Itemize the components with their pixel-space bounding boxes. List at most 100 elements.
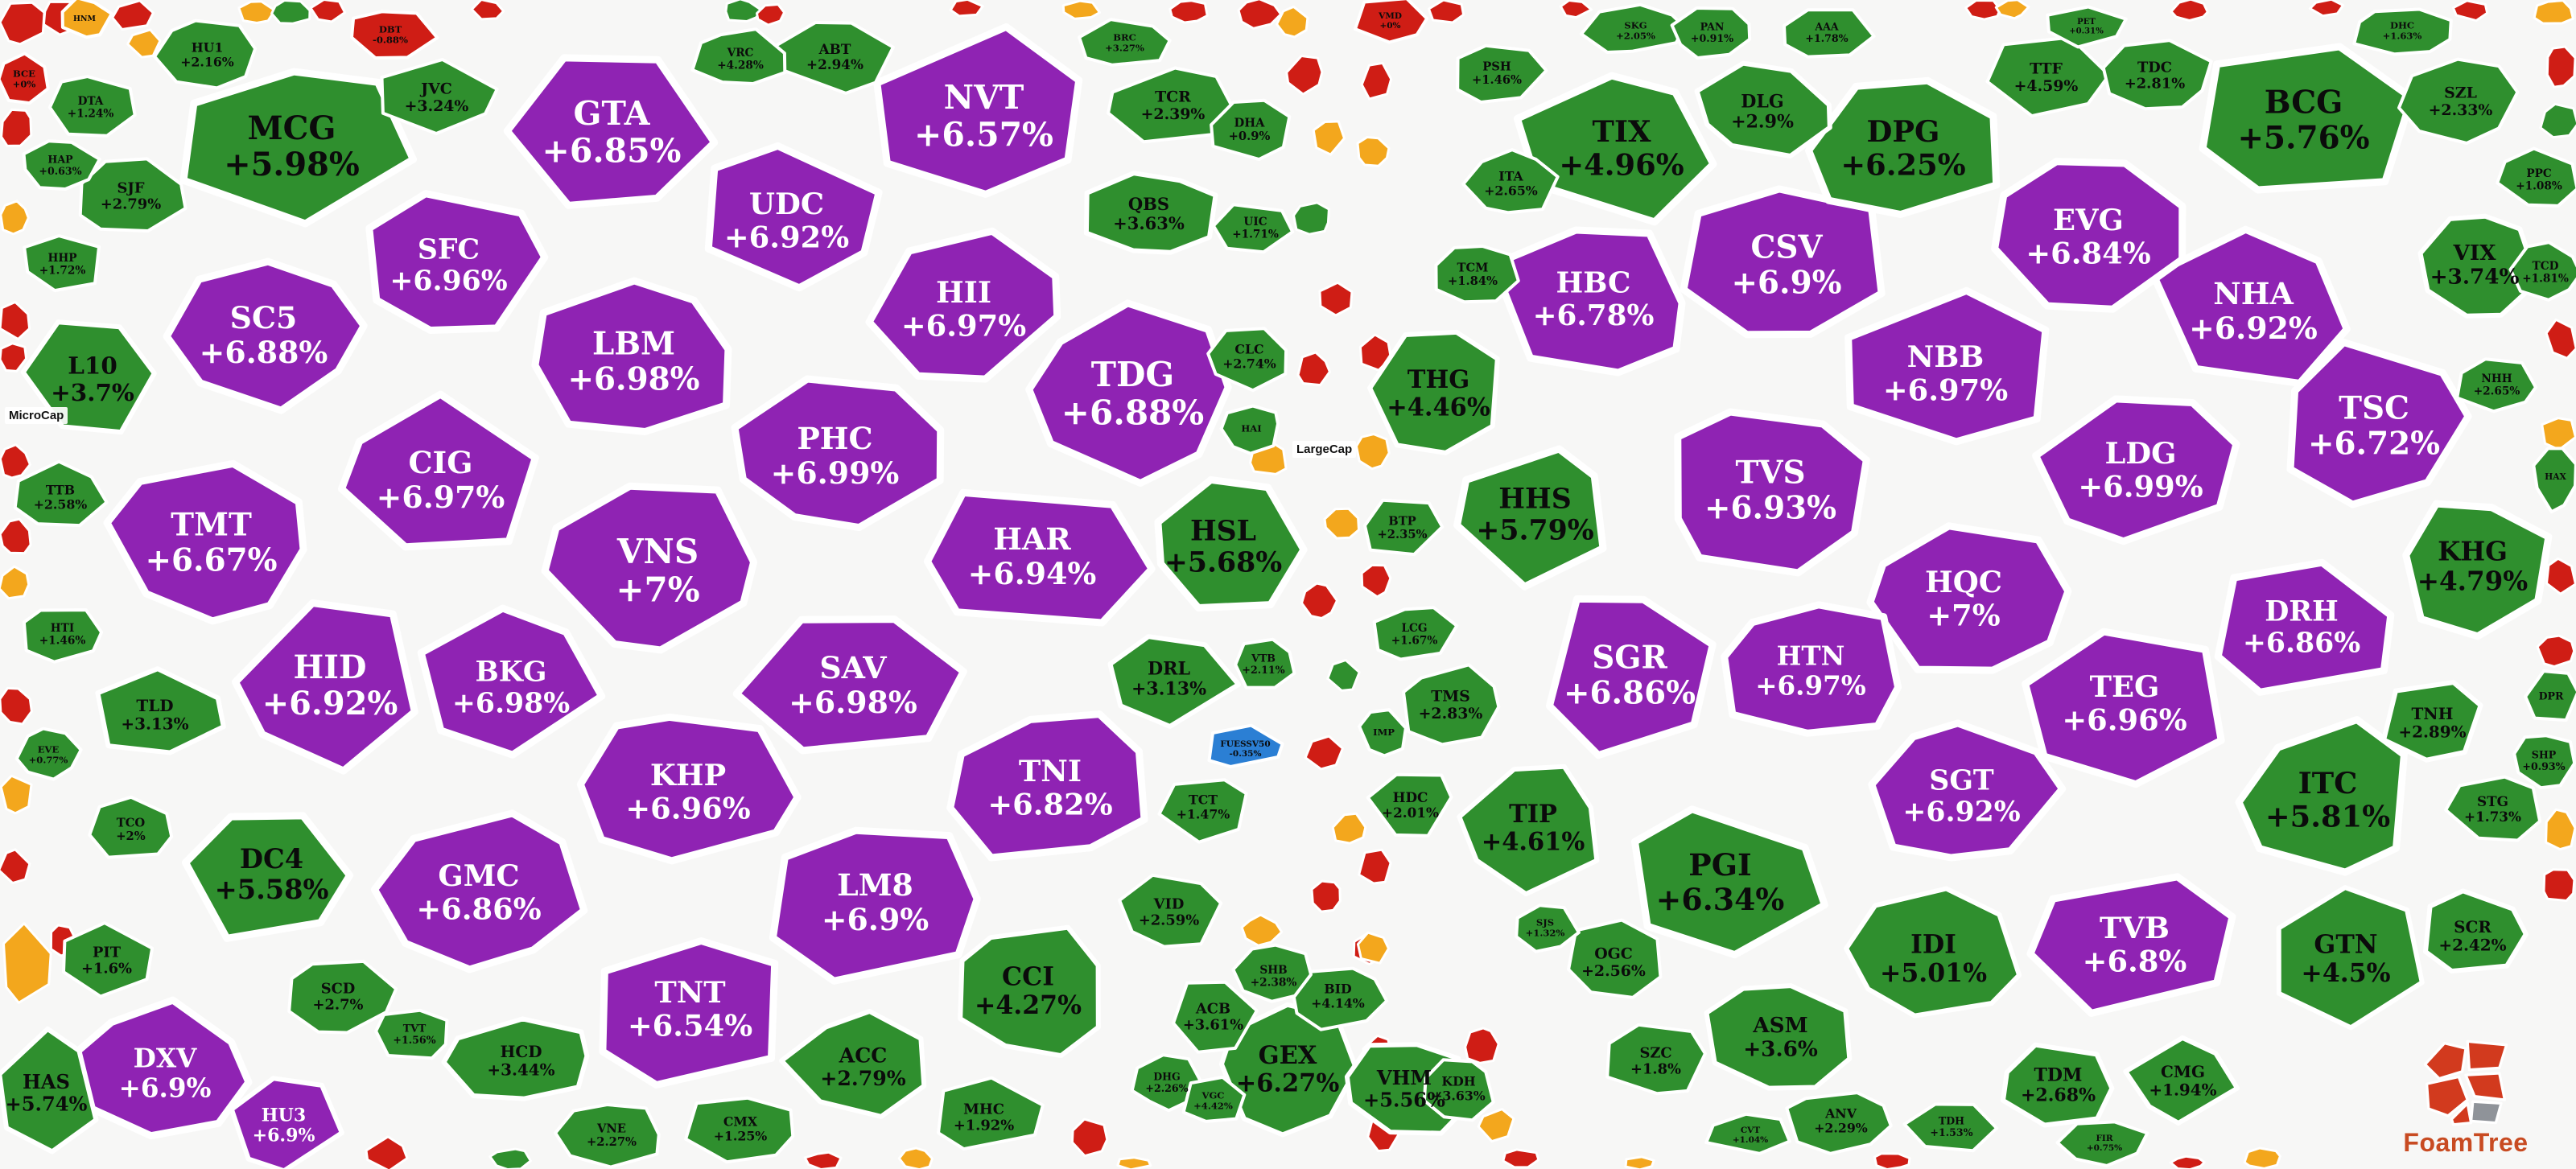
cell-CMX[interactable] (684, 1096, 795, 1164)
cell-HHP[interactable] (23, 234, 101, 293)
cell-SCD[interactable] (287, 959, 398, 1035)
cell-CMG[interactable] (2123, 1035, 2240, 1126)
cell-TIP[interactable] (1457, 764, 1600, 897)
cell-FIR[interactable] (2055, 1120, 2149, 1167)
cell-UIC[interactable] (1211, 203, 1295, 254)
cell-DXV[interactable] (68, 996, 253, 1140)
cell-OGC[interactable] (1567, 918, 1663, 999)
cell-TDG[interactable] (1025, 299, 1232, 487)
cell-GMC[interactable] (370, 809, 588, 973)
cell-TCR[interactable] (1107, 66, 1238, 144)
cell-HII[interactable] (865, 227, 1061, 383)
cell-VMD[interactable] (1354, 0, 1429, 44)
cell-HAS[interactable] (0, 1026, 99, 1155)
cell-PIT[interactable] (62, 921, 155, 998)
cell-LDG[interactable] (2032, 395, 2240, 545)
cell-VRC[interactable] (690, 27, 787, 85)
cell-CVT[interactable] (1704, 1112, 1791, 1155)
cell-VGC[interactable] (1181, 1075, 1247, 1123)
cell-NVT[interactable] (873, 23, 1083, 198)
cell-ITA[interactable] (1461, 148, 1560, 215)
cell-HAR[interactable] (923, 488, 1156, 627)
cell-SGR[interactable] (1545, 595, 1717, 759)
cell-HU3[interactable] (229, 1076, 344, 1169)
cell-IDI[interactable] (1844, 886, 2022, 1019)
cell-TTF[interactable] (1985, 35, 2111, 118)
cell-TMS[interactable] (1402, 663, 1501, 747)
cell-ACB[interactable] (1172, 980, 1259, 1054)
cell-SGT[interactable] (1868, 719, 2067, 862)
cell-KHP[interactable] (576, 713, 802, 865)
cell-TDC[interactable] (2101, 39, 2213, 111)
cell-JVC[interactable] (380, 58, 499, 135)
cell-TVS[interactable] (1674, 408, 1870, 577)
cell-PET[interactable] (2046, 5, 2128, 49)
cell-CIG[interactable] (338, 390, 539, 551)
cell-NHH[interactable] (2455, 357, 2537, 414)
cell-TCD[interactable] (2508, 241, 2576, 302)
cell-HSL[interactable] (1154, 475, 1308, 611)
cell-EVE[interactable] (14, 727, 83, 781)
cell-DBT[interactable] (350, 10, 439, 60)
cell-DRL[interactable] (1107, 634, 1242, 729)
cell-CSV[interactable] (1680, 185, 1886, 339)
cell-PAN[interactable] (1670, 6, 1752, 60)
cell-SCR[interactable] (2423, 888, 2529, 973)
cell-DRH[interactable] (2214, 558, 2395, 696)
cell-GTA[interactable] (503, 54, 719, 209)
cell-SZC[interactable] (1605, 1023, 1707, 1096)
cell-HID[interactable] (232, 599, 418, 775)
cell-STG[interactable] (2444, 775, 2542, 842)
cell-DHC[interactable] (2352, 7, 2453, 56)
cell-TNT[interactable] (599, 937, 779, 1089)
cell-VNS[interactable] (541, 482, 758, 654)
cell-DPR[interactable] (2524, 669, 2576, 722)
cell-TNI[interactable] (946, 710, 1148, 862)
cell-SHB[interactable] (1231, 943, 1313, 1003)
cell-PPC[interactable] (2496, 146, 2576, 208)
cell-HBC[interactable] (1501, 226, 1686, 377)
cell-ANV[interactable] (1785, 1091, 1893, 1155)
cell-SC5[interactable] (163, 257, 368, 414)
cell-BTP[interactable] (1363, 498, 1445, 557)
cell-TDH[interactable] (1902, 1102, 1999, 1153)
cell-HAX[interactable] (2532, 447, 2576, 514)
cell-TCM[interactable] (1434, 245, 1520, 304)
cell-BKG[interactable] (417, 604, 606, 759)
cell-ASM[interactable] (1704, 983, 1853, 1091)
cell-QBS[interactable] (1083, 171, 1218, 255)
cell-KDH[interactable] (1422, 1058, 1495, 1122)
cell-CCI[interactable] (958, 924, 1101, 1059)
cell-FUESSV50[interactable] (1207, 723, 1284, 768)
cell-HHS[interactable] (1453, 445, 1607, 591)
cell-DC4[interactable] (182, 812, 354, 942)
cell-DTA[interactable] (47, 75, 137, 138)
cell-PHC[interactable] (731, 375, 945, 532)
cell-PSH[interactable] (1456, 43, 1548, 104)
cell-SKG[interactable] (1580, 2, 1686, 54)
cell-HDC[interactable] (1366, 772, 1453, 838)
cell-HAP[interactable] (22, 139, 101, 191)
cell-GTN[interactable] (2276, 885, 2425, 1031)
cell-MCG[interactable] (179, 68, 417, 228)
cell-SJF[interactable] (78, 157, 188, 233)
cell-ITC[interactable] (2235, 716, 2408, 876)
cell-CLC[interactable] (1206, 327, 1288, 393)
cell-TSC[interactable] (2286, 339, 2472, 508)
cell-HAI[interactable] (1219, 404, 1280, 455)
cell-TCT[interactable] (1157, 778, 1248, 844)
cell-PGI[interactable] (1631, 805, 1828, 959)
cell-EVG[interactable] (1991, 158, 2187, 313)
cell-TNH[interactable] (2381, 680, 2483, 763)
cell-SHP[interactable] (2512, 734, 2576, 790)
cell-ACC[interactable] (779, 1009, 927, 1119)
cell-LCG[interactable] (1372, 606, 1459, 661)
cell-TVT[interactable] (374, 1008, 449, 1060)
cell-DPG[interactable] (1805, 76, 2001, 218)
cell-SJS[interactable] (1515, 904, 1581, 953)
cell-HQC[interactable] (1866, 522, 2072, 674)
cell-BCG[interactable] (2199, 43, 2416, 194)
cell-DHA[interactable] (1210, 98, 1292, 162)
cell-HTN[interactable] (1721, 601, 1902, 737)
cell-TCO[interactable] (88, 795, 174, 859)
